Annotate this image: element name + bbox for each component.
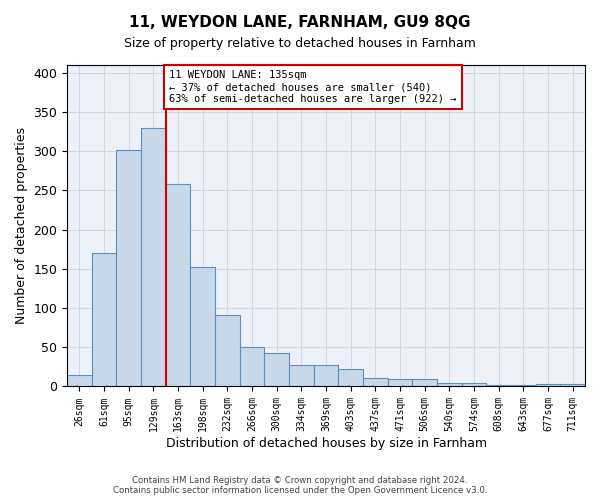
Text: 11 WEYDON LANE: 135sqm
← 37% of detached houses are smaller (540)
63% of semi-de: 11 WEYDON LANE: 135sqm ← 37% of detached… — [169, 70, 457, 104]
Bar — [462, 384, 487, 386]
Bar — [314, 366, 338, 386]
Bar — [536, 384, 560, 386]
Bar — [363, 378, 388, 386]
X-axis label: Distribution of detached houses by size in Farnham: Distribution of detached houses by size … — [166, 437, 487, 450]
Bar — [116, 150, 141, 386]
Bar — [412, 380, 437, 386]
Text: Size of property relative to detached houses in Farnham: Size of property relative to detached ho… — [124, 38, 476, 51]
Text: 11, WEYDON LANE, FARNHAM, GU9 8QG: 11, WEYDON LANE, FARNHAM, GU9 8QG — [129, 15, 471, 30]
Bar — [67, 376, 92, 386]
Bar — [240, 348, 265, 387]
Bar — [338, 369, 363, 386]
Bar — [511, 385, 536, 386]
Y-axis label: Number of detached properties: Number of detached properties — [15, 127, 28, 324]
Bar — [437, 384, 462, 386]
Bar — [190, 268, 215, 386]
Bar — [289, 366, 314, 386]
Bar — [141, 128, 166, 386]
Bar — [265, 353, 289, 386]
Bar — [487, 385, 511, 386]
Text: Contains HM Land Registry data © Crown copyright and database right 2024.
Contai: Contains HM Land Registry data © Crown c… — [113, 476, 487, 495]
Bar — [215, 315, 240, 386]
Bar — [388, 378, 412, 386]
Bar — [92, 253, 116, 386]
Bar — [560, 384, 585, 386]
Bar — [166, 184, 190, 386]
